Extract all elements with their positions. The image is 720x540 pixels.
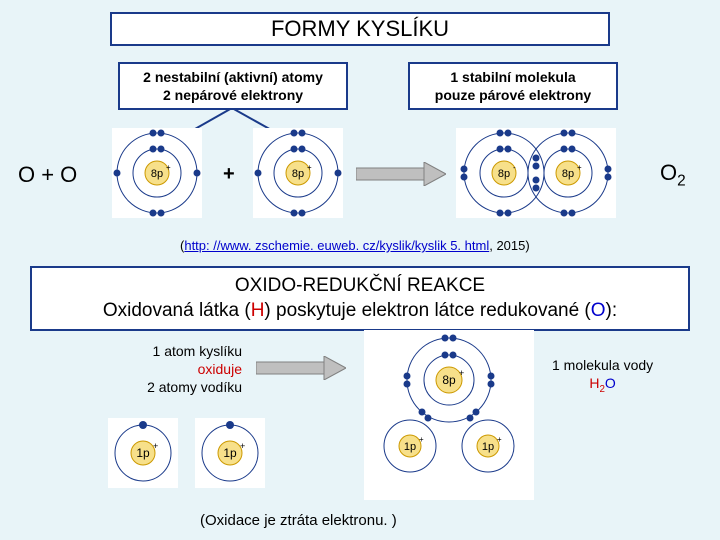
- o2-molecule-icon: 8p - 8p +: [456, 128, 616, 218]
- eq-right-sub: 2: [677, 172, 686, 189]
- redox-H: H: [251, 300, 265, 321]
- svg-text:+: +: [240, 441, 245, 451]
- svg-text:+: +: [166, 163, 171, 172]
- label-left: 1 atom kyslíku oxiduje 2 atomy vodíku: [122, 342, 242, 397]
- svg-text:+: +: [497, 435, 502, 444]
- redox-2c: ):: [606, 300, 618, 321]
- svg-text:+: +: [153, 441, 158, 451]
- redox-box: OXIDO-REDUKČNÍ REAKCE Oxidovaná látka (H…: [30, 266, 690, 331]
- oxygen-atom-1-icon: 8p +: [112, 128, 202, 218]
- title-box: FORMY KYSLÍKU: [110, 12, 610, 46]
- svg-text:1p: 1p: [136, 446, 150, 460]
- label-left-1: 1 atom kyslíku: [153, 343, 242, 359]
- eq-left: O + O: [18, 162, 77, 188]
- label-right-1: 1 molekula vody: [552, 357, 653, 373]
- citation: (http: //www. zschemie. euweb. cz/kyslik…: [180, 238, 530, 253]
- sub-left-l2: 2 nepárové elektrony: [163, 87, 303, 103]
- sub-box-left: 2 nestabilní (aktivní) atomy 2 nepárové …: [118, 62, 348, 110]
- title-text: FORMY KYSLÍKU: [271, 16, 449, 42]
- hydrogen-atom-1-icon: 1p +: [108, 418, 178, 488]
- label-right-H: H: [589, 375, 599, 391]
- citation-link[interactable]: http: //www. zschemie. euweb. cz/kyslik/…: [184, 238, 489, 253]
- redox-O: O: [591, 300, 606, 321]
- label-left-3: 2 atomy vodíku: [147, 379, 242, 395]
- hydrogen-atom-2-icon: 1p +: [195, 418, 265, 488]
- svg-text:+: +: [419, 435, 424, 444]
- svg-text:8p: 8p: [498, 168, 510, 180]
- svg-text:1p: 1p: [404, 441, 416, 453]
- sub-left-l1: 2 nestabilní (aktivní) atomy: [143, 69, 323, 85]
- oxygen-atom-2-icon: 8p +: [253, 128, 343, 218]
- redox-2b: ) poskytuje elektron látce redukované (: [264, 300, 590, 321]
- plus-sign-1: +: [223, 163, 235, 186]
- water-molecule-icon: 8p + 1p + 1p +: [364, 330, 534, 500]
- svg-text:8p: 8p: [442, 373, 456, 387]
- label-left-2: oxiduje: [198, 361, 242, 377]
- svg-text:1p: 1p: [223, 446, 237, 460]
- label-right: 1 molekula vody H2O: [552, 356, 653, 397]
- redox-2a: Oxidovaná látka (: [103, 300, 251, 321]
- arrow-right-2-icon: [256, 356, 346, 380]
- svg-text:+: +: [307, 163, 312, 172]
- svg-text:8p: 8p: [151, 168, 163, 180]
- svg-text:-: -: [513, 163, 516, 172]
- footer-note: (Oxidace je ztráta elektronu. ): [200, 512, 397, 529]
- label-right-O: O: [605, 375, 616, 391]
- citation-suffix: , 2015): [489, 238, 529, 253]
- eq-right-base: O: [660, 160, 677, 185]
- arrow-right-1-icon: [356, 162, 446, 186]
- svg-text:+: +: [577, 163, 582, 172]
- svg-text:8p: 8p: [562, 168, 574, 180]
- sub-box-right: 1 stabilní molekula pouze párové elektro…: [408, 62, 618, 110]
- sub-right-l1: 1 stabilní molekula: [450, 69, 575, 85]
- svg-text:8p: 8p: [292, 168, 304, 180]
- eq-right: O2: [660, 160, 686, 190]
- svg-text:+: +: [459, 368, 464, 378]
- svg-text:1p: 1p: [482, 441, 494, 453]
- sub-right-l2: pouze párové elektrony: [435, 87, 591, 103]
- redox-heading: OXIDO-REDUKČNÍ REAKCE: [235, 275, 485, 296]
